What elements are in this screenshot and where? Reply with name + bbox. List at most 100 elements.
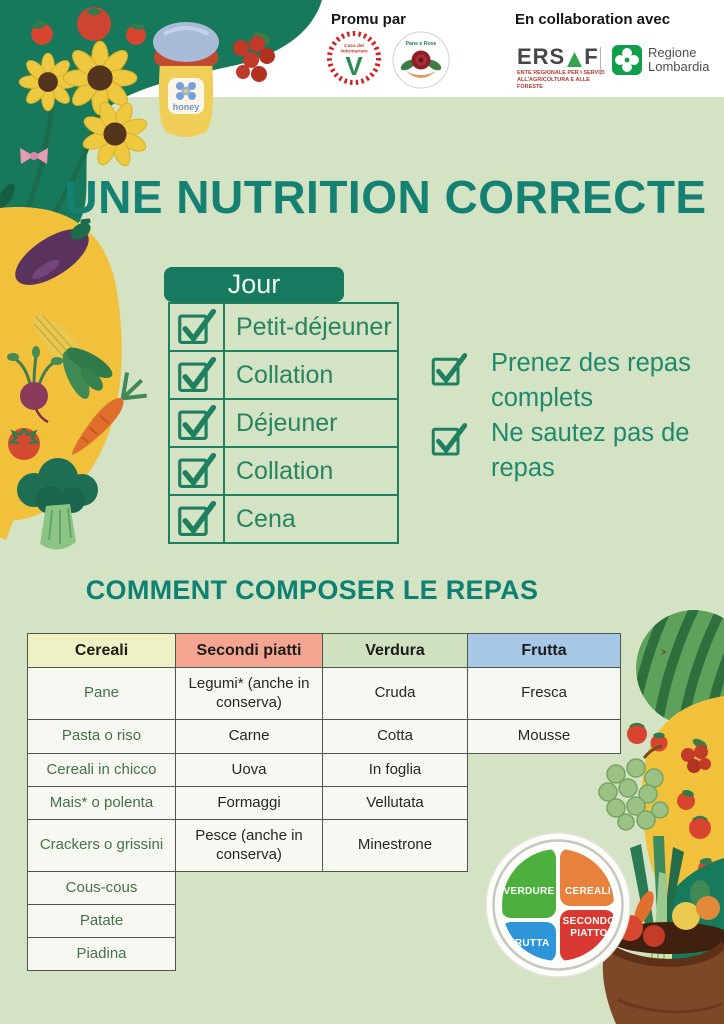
table-row: Cous-cous bbox=[27, 871, 621, 905]
checklist-row: Déjeuner bbox=[170, 398, 397, 446]
promoted-by-label: Promu par bbox=[331, 11, 407, 28]
plate-label-frutta: FRUTTA bbox=[508, 938, 549, 949]
page-title: UNE NUTRITION CORRECTE bbox=[64, 171, 707, 223]
berries-icon bbox=[233, 32, 275, 82]
berries-icon bbox=[681, 738, 711, 773]
rosa-camuna-icon bbox=[612, 45, 642, 75]
ersaf-logo: ERS F ENTE REGIONALE PER I SERVIZI ALL'A… bbox=[517, 46, 609, 91]
checklist-row: Collation bbox=[170, 446, 397, 494]
empty-cell bbox=[176, 872, 323, 905]
table-cell: Cotta bbox=[322, 719, 468, 754]
empty-cell bbox=[176, 938, 323, 971]
honey-jar-illustration: honey bbox=[153, 22, 219, 137]
table-cell: Piadina bbox=[27, 937, 176, 971]
svg-text:Volontariato: Volontariato bbox=[340, 49, 368, 55]
table-cell: Pane bbox=[27, 667, 176, 720]
table-cell: Cereali in chicco bbox=[27, 753, 176, 787]
lombardia-line1: Regione bbox=[648, 44, 697, 60]
checklist-item-label: Collation bbox=[236, 456, 334, 485]
table-row: Pane Legumi* (anche in conserva) Cruda F… bbox=[27, 667, 621, 720]
checkbox-checked-icon bbox=[177, 404, 216, 441]
column-header-verdura: Verdura bbox=[322, 633, 468, 668]
table-cell: Pesce (anche in conserva) bbox=[175, 819, 323, 872]
table-row: Mais* o polenta Formaggi Vellutata bbox=[27, 786, 621, 820]
table-cell: Mais* o polenta bbox=[27, 786, 176, 820]
plate-label-cereali: CEREALI bbox=[565, 886, 611, 897]
checkbox-checked-icon bbox=[177, 308, 216, 345]
ersaf-name-right: F bbox=[584, 44, 599, 69]
eggplant-icon bbox=[15, 218, 91, 285]
table-row: Cereali in chicco Uova In foglia bbox=[27, 753, 621, 787]
plate-label-secondo-1: SECONDO bbox=[563, 916, 616, 927]
beet-icon bbox=[7, 346, 63, 424]
table-cell: Crackers o grissini bbox=[27, 819, 176, 872]
honey-label: honey bbox=[173, 102, 200, 112]
empty-cell bbox=[323, 905, 468, 938]
table-cell: Vellutata bbox=[322, 786, 468, 820]
ersaf-name-left: ERS bbox=[517, 44, 566, 69]
plate-label-verdure: VERDURE bbox=[504, 886, 555, 897]
table-cell: Carne bbox=[175, 719, 323, 754]
tomato-icon bbox=[7, 428, 41, 460]
table-cell: Formaggi bbox=[175, 786, 323, 820]
daily-meals-checklist: Jour Petit-déjeuner Collation bbox=[164, 267, 399, 544]
corn-icon bbox=[33, 314, 113, 399]
tomato-icon bbox=[77, 7, 111, 41]
svg-text:Casa del: Casa del bbox=[344, 43, 364, 49]
empty-cell bbox=[323, 872, 468, 905]
checkbox-checked-icon bbox=[177, 452, 216, 489]
svg-text:V: V bbox=[345, 51, 363, 81]
table-cell: Pasta o riso bbox=[27, 719, 176, 754]
meal-composition-table: Cereali Secondi piatti Verdura Frutta Pa… bbox=[27, 633, 621, 971]
ersaf-triangle-icon bbox=[567, 52, 583, 67]
checklist-row: Collation bbox=[170, 350, 397, 398]
header-separator bbox=[600, 47, 601, 75]
ersaf-tagline-1: ENTE REGIONALE PER I SERVIZI bbox=[517, 70, 605, 76]
tomato-icon bbox=[627, 722, 647, 744]
table-cell: Fresca bbox=[467, 667, 621, 720]
tip-text: Prenez des repas complets bbox=[491, 349, 691, 412]
tomato-icon bbox=[689, 815, 711, 839]
casa-del-volontariato-logo: Casa del Volontariato V bbox=[325, 29, 383, 87]
pane-e-rose-logo: Pane e Rose bbox=[392, 31, 450, 89]
table-cell: In foglia bbox=[322, 753, 468, 787]
empty-cell bbox=[468, 787, 621, 820]
table-cell: Cous-cous bbox=[27, 871, 176, 905]
checkbox-checked-icon bbox=[431, 423, 468, 456]
tip-text: Ne sautez pas de repas bbox=[491, 419, 690, 483]
table-row: Pasta o riso Carne Cotta Mousse bbox=[27, 719, 621, 754]
column-header-cereali: Cereali bbox=[27, 633, 176, 668]
checkbox-checked-icon bbox=[431, 353, 468, 386]
tip-item: Prenez des repas complets bbox=[431, 346, 723, 415]
tip-item: Ne sautez pas de repas bbox=[431, 416, 723, 485]
meal-plate-chart: VERDURE CEREALI SECONDO PIATTO FRUTTA bbox=[485, 832, 631, 978]
table-row: Patate bbox=[27, 904, 621, 938]
checklist-item-label: Cena bbox=[236, 504, 296, 533]
checklist-item-label: Déjeuner bbox=[236, 408, 338, 437]
vegetable-basket-illustration bbox=[602, 880, 724, 1024]
table-row: Piadina bbox=[27, 937, 621, 971]
grapes-icon bbox=[598, 744, 669, 831]
table-cell: Patate bbox=[27, 904, 176, 938]
table-cell: Cruda bbox=[322, 667, 468, 720]
meal-tips: Prenez des repas complets Ne sautez pas … bbox=[431, 346, 723, 487]
regione-lombardia-logo: Regione Lombardia bbox=[612, 45, 709, 75]
checklist-item-label: Collation bbox=[236, 360, 334, 389]
table-cell: Minestrone bbox=[322, 819, 468, 872]
checklist-header: Jour bbox=[164, 267, 344, 302]
table-header-row: Cereali Secondi piatti Verdura Frutta bbox=[27, 633, 621, 668]
yellow-diamond bbox=[0, 506, 16, 540]
table-cell: Legumi* (anche in conserva) bbox=[175, 667, 323, 720]
flower-icon bbox=[176, 82, 196, 100]
plate-label-secondo-2: PIATTO bbox=[570, 928, 608, 939]
empty-cell bbox=[468, 754, 621, 787]
checkbox-checked-icon bbox=[177, 500, 216, 537]
checklist-item-label: Petit-déjeuner bbox=[236, 312, 392, 341]
section-title: COMMENT COMPOSER LE REPAS bbox=[85, 575, 539, 605]
checklist-row: Cena bbox=[170, 494, 397, 542]
empty-cell bbox=[323, 938, 468, 971]
broccoli-icon bbox=[17, 458, 98, 550]
checklist-row: Petit-déjeuner bbox=[170, 304, 397, 350]
table-cell: Uova bbox=[175, 753, 323, 787]
